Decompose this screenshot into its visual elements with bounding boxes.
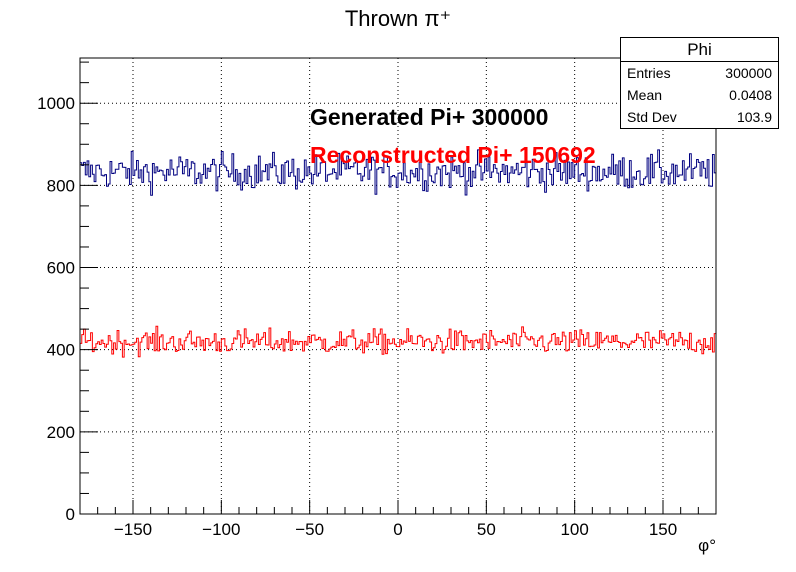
stats-row-stddev: Std Dev 103.9	[621, 106, 778, 128]
y-tick-label: 600	[47, 259, 75, 278]
x-axis-label: φ°	[698, 536, 716, 555]
stats-label: Std Dev	[627, 109, 677, 125]
stats-label: Entries	[627, 65, 671, 81]
chart-title: Thrown π⁺	[344, 6, 452, 31]
y-tick-label: 800	[47, 176, 75, 195]
stats-value: 103.9	[736, 109, 772, 125]
x-tick-label: 150	[649, 520, 677, 539]
x-tick-label: −100	[202, 520, 240, 539]
x-tick-label: −150	[114, 520, 152, 539]
annotation-reconstructed: Reconstructed Pi+ 150692	[310, 142, 596, 168]
x-tick-label: −50	[295, 520, 324, 539]
y-tick-label: 200	[47, 423, 75, 442]
x-tick-label: 100	[560, 520, 588, 539]
stats-box: Phi Entries 300000 Mean 0.0408 Std Dev 1…	[620, 37, 779, 129]
series-line-reconstructed	[79, 325, 716, 358]
stats-value: 0.0408	[729, 87, 772, 103]
stats-label: Mean	[627, 87, 663, 103]
y-tick-label: 1000	[37, 94, 75, 113]
annotation-generated: Generated Pi+ 300000	[310, 104, 548, 130]
stats-value: 300000	[725, 65, 772, 81]
x-tick-label: 50	[477, 520, 496, 539]
y-tick-label: 0	[66, 505, 75, 524]
y-tick-label: 400	[47, 341, 75, 360]
stats-title: Phi	[621, 38, 778, 62]
stats-row-entries: Entries 300000	[621, 62, 778, 84]
stats-row-mean: Mean 0.0408	[621, 84, 778, 106]
x-tick-label: 0	[393, 520, 402, 539]
series-line-generated	[79, 149, 716, 196]
